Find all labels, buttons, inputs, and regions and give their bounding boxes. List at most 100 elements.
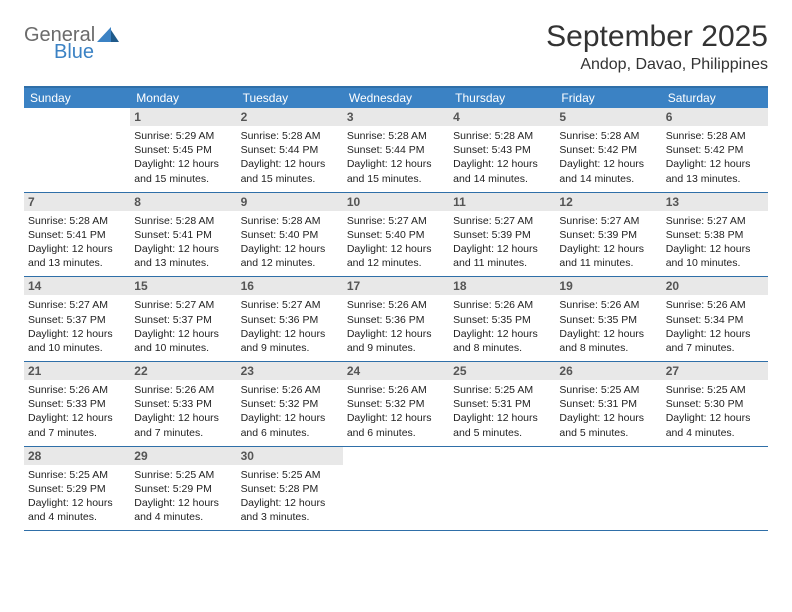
sunrise-line: Sunrise: 5:27 AM — [241, 298, 339, 312]
week-row: 14Sunrise: 5:27 AMSunset: 5:37 PMDayligh… — [24, 277, 768, 362]
calendar-cell: 23 Sunrise: 5:26 AMSunset: 5:32 PMDayligh… — [237, 362, 343, 446]
daylight-line: Daylight: 12 hours and 10 minutes. — [666, 242, 764, 270]
header: GeneralBlue September 2025 Andop, Davao,… — [24, 20, 768, 74]
sunrise-line: Sunrise: 5:29 AM — [134, 129, 232, 143]
daylight-line: Daylight: 12 hours and 7 minutes. — [134, 411, 232, 439]
daylight-line: Daylight: 12 hours and 11 minutes. — [559, 242, 657, 270]
sunrise-line: Sunrise: 5:27 AM — [453, 214, 551, 228]
sunset-line: Sunset: 5:32 PM — [241, 397, 339, 411]
calendar-cell: 17Sunrise: 5:26 AMSunset: 5:36 PMDayligh… — [343, 277, 449, 361]
location-text: Andop, Davao, Philippines — [546, 56, 768, 74]
sunrise-line: Sunrise: 5:26 AM — [347, 383, 445, 397]
week-row: 7Sunrise: 5:28 AMSunset: 5:41 PMDaylight… — [24, 193, 768, 278]
sunset-line: Sunset: 5:38 PM — [666, 228, 764, 242]
daylight-line: Daylight: 12 hours and 12 minutes. — [347, 242, 445, 270]
sunrise-line: Sunrise: 5:28 AM — [28, 214, 126, 228]
date-number: 23 — [237, 362, 343, 380]
sunrise-line: Sunrise: 5:27 AM — [28, 298, 126, 312]
calendar-cell: 14Sunrise: 5:27 AMSunset: 5:37 PMDayligh… — [24, 277, 130, 361]
week-row: 28Sunrise: 5:25 AMSunset: 5:29 PMDayligh… — [24, 447, 768, 532]
sunset-line: Sunset: 5:35 PM — [559, 313, 657, 327]
daylight-line: Daylight: 12 hours and 13 minutes. — [134, 242, 232, 270]
date-number: 12 — [555, 193, 661, 211]
calendar-cell: 25Sunrise: 5:25 AMSunset: 5:31 PMDayligh… — [449, 362, 555, 446]
week-row: 21Sunrise: 5:26 AMSunset: 5:33 PMDayligh… — [24, 362, 768, 447]
date-number: 26 — [555, 362, 661, 380]
sunrise-line: Sunrise: 5:28 AM — [241, 129, 339, 143]
sunset-line: Sunset: 5:34 PM — [666, 313, 764, 327]
logo-text-blue: Blue — [54, 41, 94, 64]
daylight-line: Daylight: 12 hours and 5 minutes. — [453, 411, 551, 439]
date-number: 17 — [343, 277, 449, 295]
sunset-line: Sunset: 5:40 PM — [347, 228, 445, 242]
date-number: 29 — [130, 447, 236, 465]
sunrise-line: Sunrise: 5:25 AM — [134, 468, 232, 482]
date-number: 27 — [662, 362, 768, 380]
day-header: Saturday — [662, 88, 768, 108]
calendar-cell: 9Sunrise: 5:28 AMSunset: 5:40 PMDaylight… — [237, 193, 343, 277]
date-number: 13 — [662, 193, 768, 211]
calendar-cell: 4Sunrise: 5:28 AMSunset: 5:43 PMDaylight… — [449, 108, 555, 192]
daylight-line: Daylight: 12 hours and 3 minutes. — [241, 496, 339, 524]
daylight-line: Daylight: 12 hours and 15 minutes. — [347, 157, 445, 185]
sunrise-line: Sunrise: 5:26 AM — [134, 383, 232, 397]
date-number: 8 — [130, 193, 236, 211]
day-header: Sunday — [24, 88, 130, 108]
sunrise-line: Sunrise: 5:26 AM — [453, 298, 551, 312]
daylight-line: Daylight: 12 hours and 8 minutes. — [559, 327, 657, 355]
day-header: Thursday — [449, 88, 555, 108]
sunset-line: Sunset: 5:41 PM — [28, 228, 126, 242]
sunset-line: Sunset: 5:37 PM — [28, 313, 126, 327]
sunset-line: Sunset: 5:45 PM — [134, 143, 232, 157]
calendar-cell: 29Sunrise: 5:25 AMSunset: 5:29 PMDayligh… — [130, 447, 236, 531]
sunset-line: Sunset: 5:36 PM — [347, 313, 445, 327]
daylight-line: Daylight: 12 hours and 9 minutes. — [241, 327, 339, 355]
calendar-cell: 8Sunrise: 5:28 AMSunset: 5:41 PMDaylight… — [130, 193, 236, 277]
date-number: 2 — [237, 108, 343, 126]
sunrise-line: Sunrise: 5:25 AM — [666, 383, 764, 397]
sunset-line: Sunset: 5:30 PM — [666, 397, 764, 411]
date-number: 14 — [24, 277, 130, 295]
date-number: 4 — [449, 108, 555, 126]
sunset-line: Sunset: 5:33 PM — [28, 397, 126, 411]
day-header: Wednesday — [343, 88, 449, 108]
calendar-cell: 10Sunrise: 5:27 AMSunset: 5:40 PMDayligh… — [343, 193, 449, 277]
daylight-line: Daylight: 12 hours and 11 minutes. — [453, 242, 551, 270]
calendar-cell: 24Sunrise: 5:26 AMSunset: 5:32 PMDayligh… — [343, 362, 449, 446]
daylight-line: Daylight: 12 hours and 13 minutes. — [28, 242, 126, 270]
sunset-line: Sunset: 5:31 PM — [453, 397, 551, 411]
sunset-line: Sunset: 5:42 PM — [559, 143, 657, 157]
daylight-line: Daylight: 12 hours and 14 minutes. — [453, 157, 551, 185]
logo: GeneralBlue — [24, 20, 119, 64]
daylight-line: Daylight: 12 hours and 7 minutes. — [28, 411, 126, 439]
sunset-line: Sunset: 5:44 PM — [347, 143, 445, 157]
daylight-line: Daylight: 12 hours and 10 minutes. — [134, 327, 232, 355]
sunrise-line: Sunrise: 5:26 AM — [559, 298, 657, 312]
sunset-line: Sunset: 5:29 PM — [28, 482, 126, 496]
sunrise-line: Sunrise: 5:26 AM — [666, 298, 764, 312]
calendar-grid: SundayMondayTuesdayWednesdayThursdayFrid… — [24, 86, 768, 531]
sunset-line: Sunset: 5:32 PM — [347, 397, 445, 411]
daylight-line: Daylight: 12 hours and 6 minutes. — [241, 411, 339, 439]
calendar-cell: 22Sunrise: 5:26 AMSunset: 5:33 PMDayligh… — [130, 362, 236, 446]
date-number: 19 — [555, 277, 661, 295]
calendar-cell: 11Sunrise: 5:27 AMSunset: 5:39 PMDayligh… — [449, 193, 555, 277]
sunrise-line: Sunrise: 5:27 AM — [559, 214, 657, 228]
sunset-line: Sunset: 5:33 PM — [134, 397, 232, 411]
calendar-cell: 19 Sunrise: 5:26 AMSunset: 5:35 PMDayligh… — [555, 277, 661, 361]
sunrise-line: Sunrise: 5:28 AM — [559, 129, 657, 143]
calendar-cell: 3Sunrise: 5:28 AMSunset: 5:44 PMDaylight… — [343, 108, 449, 192]
sunrise-line: Sunrise: 5:25 AM — [453, 383, 551, 397]
sunset-line: Sunset: 5:31 PM — [559, 397, 657, 411]
date-number: 10 — [343, 193, 449, 211]
daylight-line: Daylight: 12 hours and 6 minutes. — [347, 411, 445, 439]
calendar-cell: 12Sunrise: 5:27 AMSunset: 5:39 PMDayligh… — [555, 193, 661, 277]
date-number: 6 — [662, 108, 768, 126]
sunrise-line: Sunrise: 5:25 AM — [241, 468, 339, 482]
sunrise-line: Sunrise: 5:26 AM — [28, 383, 126, 397]
daylight-line: Daylight: 12 hours and 12 minutes. — [241, 242, 339, 270]
triangle-icon — [97, 26, 119, 47]
calendar-cell: 7Sunrise: 5:28 AMSunset: 5:41 PMDaylight… — [24, 193, 130, 277]
sunrise-line: Sunrise: 5:26 AM — [241, 383, 339, 397]
calendar-cell: 28Sunrise: 5:25 AMSunset: 5:29 PMDayligh… — [24, 447, 130, 531]
